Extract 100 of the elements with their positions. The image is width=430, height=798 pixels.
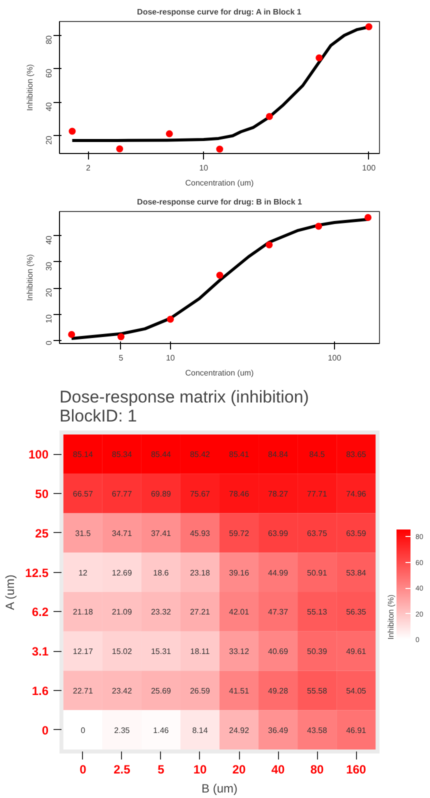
data-label: 1.46	[153, 726, 170, 735]
data-label: 84.84	[268, 450, 289, 460]
data-label: 39.16	[229, 568, 250, 578]
data-label: 24.92	[229, 726, 250, 735]
y-tick-label: 20	[44, 288, 54, 298]
data-label: 43.58	[307, 726, 328, 735]
chart-title: Dose-response curve for drug: B in Block 1	[137, 198, 303, 206]
data-label: 56.35	[346, 608, 367, 617]
data-label: 12	[78, 568, 88, 578]
data-label: 31.5	[75, 528, 92, 538]
x-tick-label: 160	[346, 762, 366, 776]
data-label: 50.91	[307, 568, 328, 578]
y-tick-label: 60	[44, 68, 54, 78]
y-tick-label: 3.1	[32, 644, 49, 659]
x-tick-label: 10	[199, 164, 209, 172]
y-tick-label: 100	[28, 448, 49, 462]
data-label: 25.69	[150, 686, 172, 696]
y-tick-label: 10	[44, 314, 54, 324]
data-label: 69.89	[150, 490, 172, 499]
y-tick-label: 12.5	[25, 566, 49, 580]
data-label: 75.67	[190, 490, 211, 499]
data-label: 78.27	[268, 490, 289, 499]
data-label: 55.13	[307, 608, 328, 617]
data-label: 46.91	[346, 726, 367, 735]
y-tick-label: 25	[35, 526, 49, 540]
data-label: 23.18	[190, 568, 211, 578]
y-tick-label: 6.2	[32, 605, 49, 620]
y-tick-label: 40	[44, 102, 54, 112]
x-tick-label: 5	[158, 762, 165, 776]
data-label: 22.71	[72, 686, 94, 696]
x-tick-label: 10	[193, 762, 207, 776]
data-label: 49.28	[268, 686, 289, 696]
x-tick-label: 40	[271, 762, 286, 776]
x-tick-label: 2	[86, 164, 92, 172]
data-label: 23.42	[112, 686, 132, 696]
data-label: 63.59	[346, 528, 367, 538]
data-label: 8.14	[192, 726, 208, 735]
data-label: 27.21	[190, 608, 211, 617]
y-tick-label: 0	[44, 340, 54, 346]
data-label: 33.12	[229, 647, 250, 656]
data-label: 78.46	[229, 490, 250, 499]
data-label: 59.72	[229, 528, 250, 538]
x-tick-label: 80	[310, 762, 324, 776]
y-axis-title: A (um)	[3, 574, 18, 610]
x-axis-title: B (um)	[202, 782, 238, 796]
data-label: 50.39	[307, 647, 328, 656]
data-label: 83.65	[346, 450, 367, 460]
data-label: 49.61	[346, 647, 367, 656]
color-bar-title: Inhibiton (%)	[386, 594, 396, 640]
y-tick-label: 40	[44, 235, 54, 245]
data-label: 36.49	[268, 726, 289, 735]
x-axis-title: Concentration (um)	[185, 368, 254, 378]
x-tick-label: 5	[118, 354, 124, 362]
x-tick-label: 10	[166, 354, 176, 362]
x-tick-label: 0	[80, 762, 87, 776]
y-axis-title: Inhibition (%)	[26, 254, 34, 301]
data-label: 2.35	[114, 726, 130, 735]
x-axis-title: Concentration (um)	[185, 178, 254, 188]
y-tick-label: 30	[44, 261, 54, 271]
y-tick-label: 0	[42, 723, 49, 738]
y-tick-label: 20	[44, 135, 54, 145]
data-label: 63.99	[268, 528, 289, 538]
data-label: 18.6	[153, 568, 170, 578]
data-label: 84.5	[309, 450, 326, 460]
data-label: 41.51	[229, 686, 250, 696]
data-label: 53.84	[346, 568, 367, 578]
data-label: 55.58	[307, 686, 328, 696]
data-label: 45.93	[190, 528, 211, 538]
data-label: 15.02	[112, 647, 132, 656]
data-label: 34.71	[112, 528, 132, 538]
data-label: 85.41	[229, 450, 250, 460]
data-label: 40.69	[268, 647, 289, 656]
data-label: 21.09	[112, 608, 132, 617]
data-label: 12.69	[112, 568, 132, 578]
data-label: 47.37	[268, 608, 289, 617]
x-tick-label: 2.5	[114, 762, 131, 776]
x-tick-label: 100	[362, 164, 376, 172]
chart-title: Dose-response matrix (inhibition) BlockID: 1	[60, 388, 309, 426]
data-label: 23.32	[150, 608, 172, 617]
data-label: 63.75	[307, 528, 328, 538]
data-label: 85.34	[112, 450, 132, 460]
chart-title: Dose-response curve for drug: A in Block 1	[137, 8, 302, 16]
x-tick-label: 20	[232, 762, 246, 776]
data-label: 42.01	[229, 608, 250, 617]
x-tick-label: 100	[328, 354, 342, 362]
data-label: 44.99	[268, 568, 289, 578]
data-label: 85.14	[72, 450, 94, 460]
data-label: 15.31	[150, 647, 172, 656]
y-tick-label: 1.6	[32, 684, 49, 698]
data-label: 85.42	[190, 450, 211, 460]
data-label: 74.96	[346, 490, 367, 499]
data-label: 12.17	[72, 647, 94, 656]
y-axis-title: Inhibition (%)	[26, 64, 34, 111]
data-label: 66.57	[72, 490, 94, 499]
data-label: 37.41	[150, 528, 172, 538]
data-label: 85.44	[150, 450, 172, 460]
y-tick-label: 50	[35, 487, 49, 502]
data-label: 54.05	[346, 686, 367, 696]
data-label: 18.11	[190, 647, 210, 656]
data-label: 21.18	[72, 608, 94, 617]
